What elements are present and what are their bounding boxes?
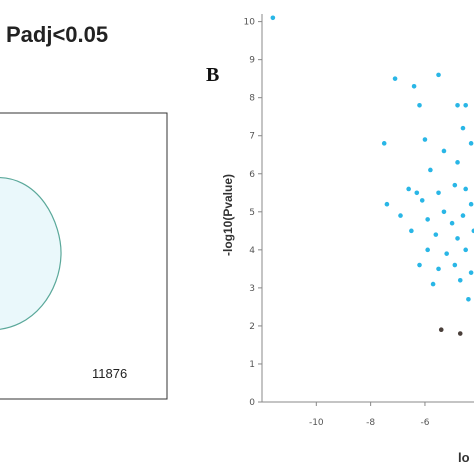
venn-panel: Padj<0.05 11876 (0, 22, 168, 400)
data-point (463, 186, 468, 192)
y-tick-label: 5 (249, 208, 255, 218)
venn-ellipse (0, 177, 62, 330)
x-axis-title: lo (458, 450, 470, 465)
data-point (425, 247, 430, 253)
y-tick-label: 3 (249, 284, 255, 294)
data-point (428, 167, 433, 173)
data-point (436, 266, 441, 272)
data-point (466, 296, 471, 302)
y-tick-label: 8 (249, 94, 255, 104)
venn-count: 11876 (92, 366, 127, 381)
data-point (441, 209, 447, 215)
y-tick-label: 9 (249, 56, 255, 66)
data-point (409, 228, 414, 234)
data-point (455, 102, 460, 108)
data-point (438, 327, 444, 333)
data-point (398, 213, 403, 218)
data-points (270, 15, 474, 336)
data-point (444, 251, 449, 256)
data-point (422, 137, 428, 142)
data-point (455, 236, 460, 241)
data-point (270, 15, 276, 21)
data-point (436, 72, 441, 78)
data-point (381, 141, 387, 146)
data-point (411, 83, 417, 89)
x-ticks: -10-8-6-4 (309, 402, 430, 428)
data-point (436, 190, 441, 196)
data-point (452, 182, 458, 188)
data-point (419, 198, 425, 203)
venn-title: Padj<0.05 (6, 22, 108, 47)
y-tick-label: 7 (249, 132, 255, 142)
data-point (460, 213, 466, 218)
y-tick-label: 4 (249, 246, 255, 256)
y-tick-label: 0 (249, 398, 255, 408)
data-point (430, 281, 436, 287)
data-point (468, 141, 474, 146)
y-tick-label: 6 (249, 170, 255, 180)
data-point (468, 201, 474, 207)
data-point (384, 201, 390, 207)
data-point (452, 262, 458, 268)
data-point (463, 102, 468, 108)
data-point (392, 76, 398, 81)
y-tick-label: 2 (249, 322, 255, 332)
data-point (468, 270, 474, 275)
x-tick-label: -8 (366, 418, 375, 428)
data-point (417, 102, 422, 108)
data-point (433, 232, 439, 237)
y-tick-label: 1 (249, 360, 255, 370)
y-tick-label: 10 (244, 18, 256, 28)
data-point (471, 228, 474, 234)
y-axis-title: -log10(Pvalue) (221, 174, 235, 256)
data-point (457, 277, 463, 283)
x-tick-label: -6 (420, 418, 429, 428)
data-point (441, 148, 447, 154)
data-point (463, 247, 468, 253)
data-point (449, 220, 455, 226)
data-point (417, 262, 422, 268)
x-tick-label: -10 (309, 418, 324, 428)
data-point (406, 186, 411, 192)
data-point (414, 190, 420, 196)
data-point (425, 217, 430, 222)
data-point (457, 331, 463, 336)
panel-label-b: B (206, 64, 219, 86)
data-point (455, 160, 460, 165)
y-ticks: 0 1 2 3 4 5 6 7 8 9 10 (244, 18, 262, 408)
data-point (460, 125, 466, 131)
